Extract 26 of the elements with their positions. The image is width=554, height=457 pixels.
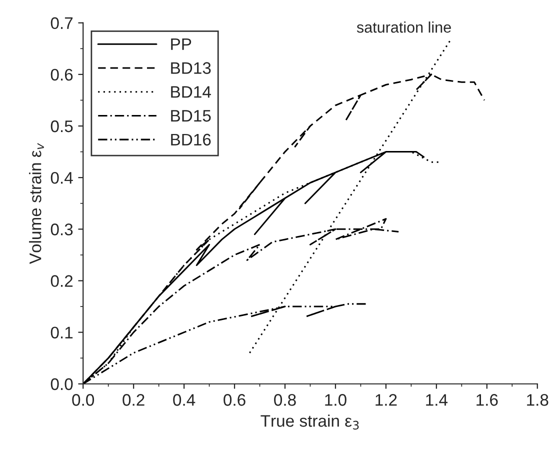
x-tick-label: 0.8: [274, 394, 296, 406]
legend-label: BD13: [171, 62, 211, 74]
x-tick-label: 0.6: [224, 394, 246, 406]
x-tick-label: 1.2: [376, 394, 397, 406]
y-tick-label: 0.4: [50, 172, 73, 184]
y-tick-label: 0.7: [50, 17, 73, 30]
y-tick-label: 0.3: [50, 224, 73, 236]
x-tick-label: 0.0: [72, 394, 94, 406]
y-tick-label: 0.5: [50, 120, 73, 132]
legend-label: PP: [171, 38, 192, 50]
y-tick-label: 0.2: [50, 275, 73, 287]
x-tick-label: 1.4: [426, 394, 448, 406]
legend-label: BD14: [171, 86, 211, 98]
x-tick-label: 1.0: [325, 394, 346, 406]
y-tick-label: 0.1: [50, 326, 73, 339]
y-tick-label: 0.6: [50, 68, 73, 81]
legend-label: BD16: [171, 134, 211, 146]
x-tick-label: 1.6: [476, 394, 498, 406]
x-axis-title: True strain ε$_{3}$: [260, 414, 359, 430]
x-tick-label: 0.2: [122, 394, 144, 406]
y-tick-label: 0.0: [50, 378, 73, 390]
x-tick-label: 0.4: [173, 394, 196, 406]
legend-label: BD15: [171, 110, 211, 122]
y-axis-title: Volume strain ε$_{v}$: [29, 142, 44, 264]
series-label: saturation line: [356, 22, 451, 33]
x-tick-label: 1.8: [527, 394, 548, 406]
